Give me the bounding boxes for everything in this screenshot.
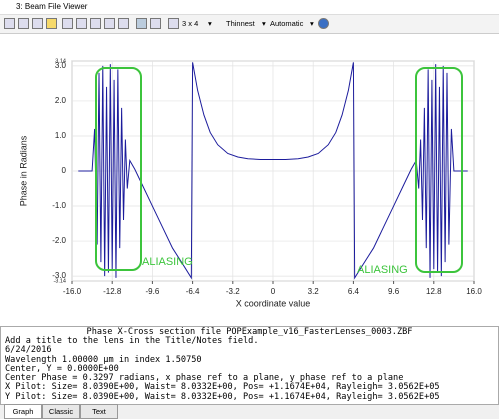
- tab[interactable]: Graph: [4, 404, 42, 419]
- layout-select[interactable]: 3 x 4: [182, 19, 199, 28]
- tab[interactable]: Classic: [42, 404, 80, 419]
- y-axis-label: Phase in Radians: [18, 135, 28, 206]
- y-tick-label: -3.0: [52, 271, 66, 280]
- info-line: X Pilot: Size= 8.0390E+00, Waist= 8.0332…: [5, 382, 440, 393]
- print-icon[interactable]: [32, 18, 43, 29]
- aliasing-box: [415, 67, 463, 273]
- text-icon[interactable]: [62, 18, 73, 29]
- info-line: Add a title to the lens in the Title/Not…: [5, 336, 259, 346]
- y-tick-label: -1.0: [52, 201, 66, 210]
- x-tick-label: 0: [271, 287, 276, 296]
- annotation: ALIASING: [142, 256, 193, 268]
- scale-select[interactable]: Automatic: [270, 19, 304, 28]
- info-line: Y Pilot: Size= 8.0390E+00, Waist= 8.0332…: [5, 391, 440, 402]
- rect-icon[interactable]: [104, 18, 115, 29]
- line-style-select[interactable]: Thinnest: [226, 19, 255, 28]
- info-line: Center, Y = 0.0000E+00: [5, 363, 119, 374]
- y-tick-label: 3.14: [55, 58, 66, 64]
- info-line: 6/24/2016: [5, 345, 52, 356]
- y-tick-label: -3.14: [53, 278, 66, 284]
- y-tick-label: 2.0: [55, 96, 67, 105]
- y-tick-label: 3.0: [55, 61, 67, 70]
- x-tick-label: -6.4: [186, 287, 200, 296]
- x-tick-label: -12.8: [103, 287, 122, 296]
- x-tick-label: 3.2: [308, 287, 320, 296]
- refresh-icon[interactable]: [4, 18, 15, 29]
- grid-icon[interactable]: [136, 18, 147, 29]
- x-tick-label: 12.8: [426, 287, 442, 296]
- x-tick-label: -16.0: [63, 287, 82, 296]
- x-axis-label: X coordinate value: [236, 298, 311, 308]
- title-bar: 3: Beam File Viewer: [0, 0, 499, 15]
- y-tick-label: -2.0: [52, 236, 66, 245]
- layout-icon[interactable]: [168, 18, 179, 29]
- x-tick-label: -9.6: [146, 287, 160, 296]
- save-icon[interactable]: [150, 18, 161, 29]
- chart: Phase in Radians X coordinate value 3.14…: [0, 34, 499, 326]
- aliasing-box: [95, 67, 142, 271]
- x-tick-label: 9.6: [388, 287, 400, 296]
- data-line: [78, 62, 468, 280]
- window-title: 3: Beam File Viewer: [16, 2, 88, 11]
- help-icon[interactable]: [318, 18, 329, 29]
- text-panel: Phase X-Cross section file POPExample_v1…: [0, 326, 499, 405]
- y-tick-label: 1.0: [55, 131, 67, 140]
- window-icon[interactable]: [46, 18, 57, 29]
- y-tick-label: 0: [62, 166, 67, 175]
- info-line: Center Phase = 0.3297 radians, x phase r…: [5, 373, 404, 384]
- x-tick-label: 16.0: [466, 287, 482, 296]
- x-tick-label: 6.4: [348, 287, 360, 296]
- tab[interactable]: Text: [80, 404, 118, 419]
- annotation: ALIASING: [357, 264, 408, 276]
- panel-title: Phase X-Cross section file POPExample_v1…: [86, 327, 413, 337]
- arrow-icon[interactable]: [90, 18, 101, 29]
- info-line: Wavelength 1.00000 µm in index 1.50750: [5, 354, 202, 365]
- font-icon[interactable]: [118, 18, 129, 29]
- settings-icon[interactable]: [18, 18, 29, 29]
- tab-bar: Graph Classic Text: [0, 404, 499, 419]
- toolbar: 3 x 4 ▾ Thinnest ▾ Automatic ▾: [0, 15, 499, 34]
- x-tick-label: -3.2: [226, 287, 240, 296]
- line-icon[interactable]: [76, 18, 87, 29]
